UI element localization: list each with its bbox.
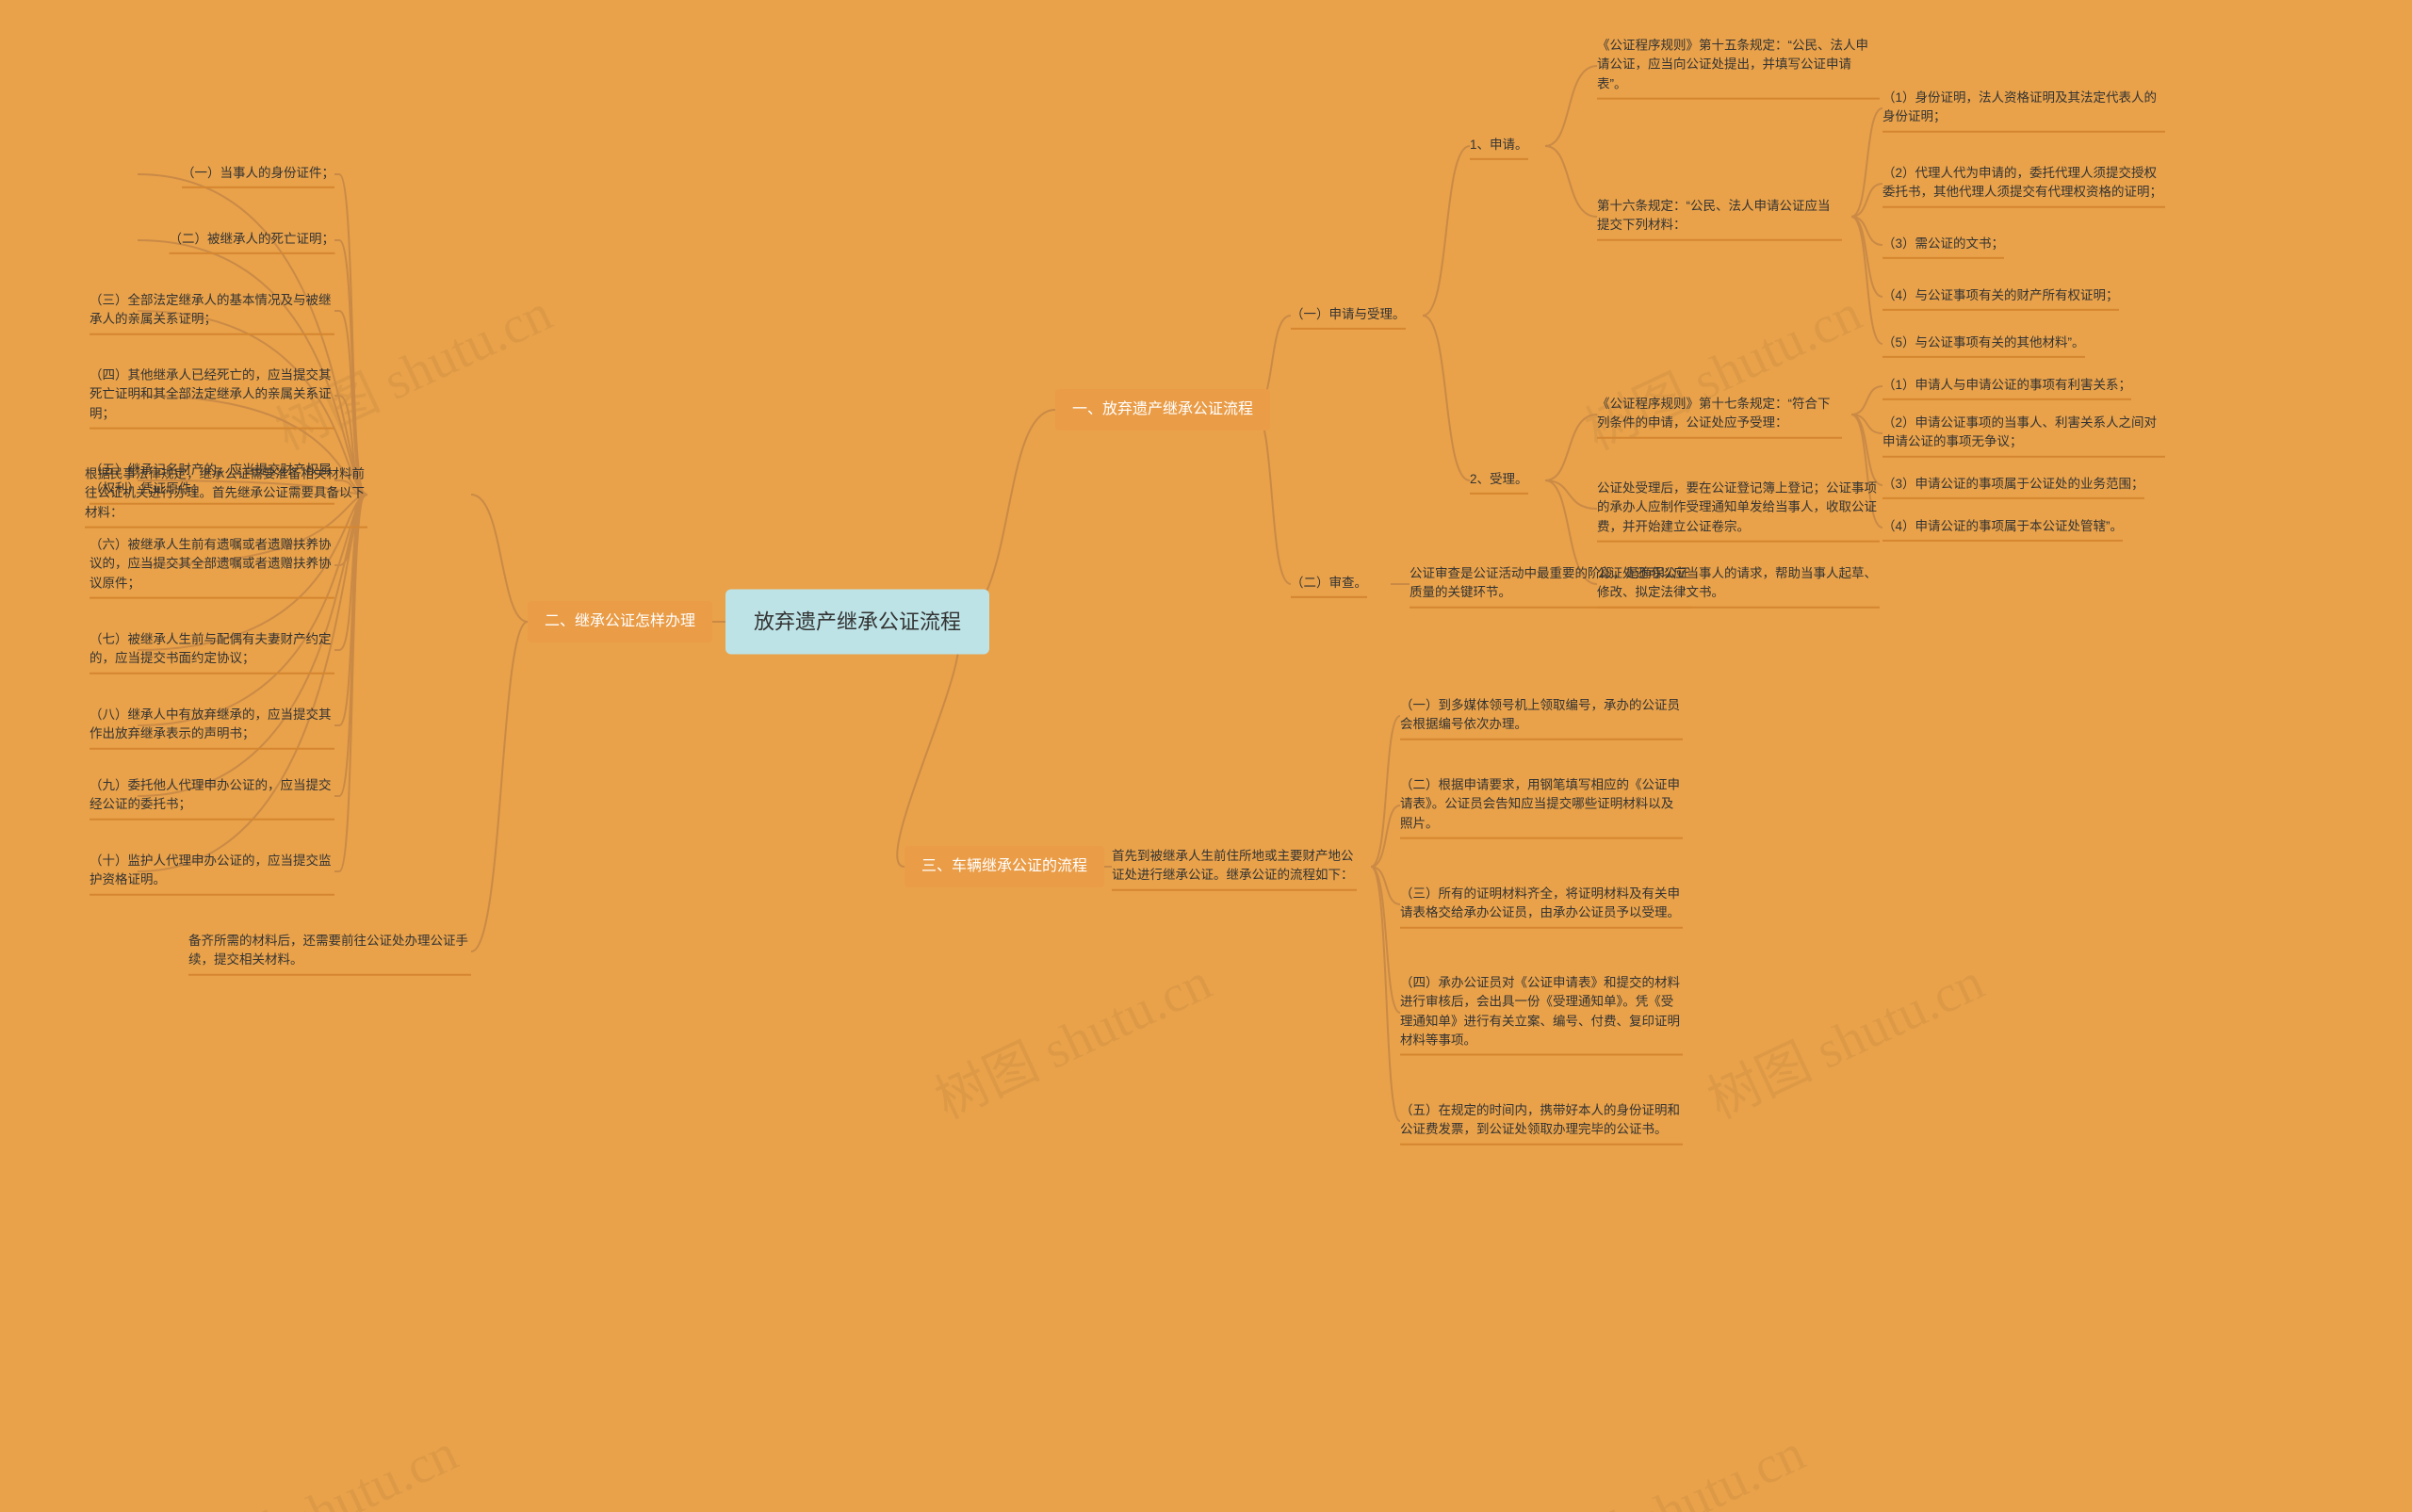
branch-two-outro: 备齐所需的材料后，还需要前往公证处办理公证手续，提交相关材料。 (188, 928, 471, 976)
branch-one-accept-rule17: 《公证程序规则》第十七条规定：“符合下列条件的申请，公证处应予受理： (1597, 391, 1842, 439)
branch-one-accept-cond: （1）申请人与申请公证的事项有利害关系； (1882, 372, 2131, 400)
branch-one-accept[interactable]: 2、受理。 (1470, 466, 1528, 495)
watermark: 树图 shutu.cn (1515, 1410, 1816, 1512)
branch-one-accept-help: 公证处还可以应当事人的请求，帮助当事人起草、修改、拟定法律文书。 (1597, 561, 1880, 609)
branch-three-item: （五）在规定的时间内，携带好本人的身份证明和公证费发票，到公证处领取办理完毕的公… (1400, 1097, 1683, 1146)
branch-one-apply[interactable]: 1、申请。 (1470, 132, 1528, 160)
watermark: 树图 shutu.cn (921, 939, 1222, 1133)
branch-one-sub-b-label: （二）审查。 (1291, 570, 1367, 598)
main-branch-two[interactable]: 二、继承公证怎样办理 (528, 601, 712, 642)
branch-one-accept-cond: （4）申请公证的事项属于本公证处管辖”。 (1882, 513, 2123, 542)
center-node[interactable]: 放弃遗产继承公证流程 (725, 590, 989, 655)
branch-two-item: （一）当事人的身份证件； (182, 160, 334, 188)
branch-one-sub-a[interactable]: （一）申请与受理。 (1291, 301, 1406, 330)
watermark: 树图 shutu.cn (1694, 939, 1995, 1133)
branch-one-sub-a-label: （一）申请与受理。 (1291, 301, 1406, 330)
main-branch-three-label: 三、车辆继承公证的流程 (904, 846, 1104, 887)
branch-two-item: （六）被继承人生前有遗嘱或者遗赠扶养协议的，应当提交其全部遗嘱或者遗赠扶养协议原… (90, 532, 334, 599)
branch-one-apply-mat: （2）代理人代为申请的，委托代理人须提交授权委托书，其他代理人须提交有代理权资格… (1882, 160, 2165, 208)
branch-one-apply-mat: （4）与公证事项有关的财产所有权证明； (1882, 283, 2119, 311)
branch-one-apply-mat: （5）与公证事项有关的其他材料”。 (1882, 330, 2085, 358)
main-branch-one-label: 一、放弃遗产继承公证流程 (1055, 389, 1270, 431)
branch-one-accept-after: 公证处受理后，要在公证登记簿上登记；公证事项的承办人应制作受理通知单发给当事人，… (1597, 476, 1880, 543)
branch-one-accept-cond: （2）申请公证事项的当事人、利害关系人之间对申请公证的事项无争议； (1882, 410, 2165, 458)
center-node-label: 放弃遗产继承公证流程 (725, 590, 989, 655)
branch-two-item: （二）被继承人的死亡证明； (170, 226, 335, 254)
main-branch-two-label: 二、继承公证怎样办理 (528, 601, 712, 642)
branch-one-apply-rule15: 《公证程序规则》第十五条规定：“公民、法人申请公证，应当向公证处提出，并填写公证… (1597, 33, 1880, 100)
branch-two-item: （三）全部法定继承人的基本情况及与被继承人的亲属关系证明； (90, 287, 334, 335)
watermark: 树图 shutu.cn (168, 1410, 468, 1512)
branch-two-item: （九）委托他人代理申办公证的，应当提交经公证的委托书； (90, 772, 334, 821)
branch-two-item: （七）被继承人生前与配偶有夫妻财产约定的，应当提交书面约定协议； (90, 626, 334, 675)
branch-two-item: （十）监护人代理申办公证的，应当提交监护资格证明。 (90, 848, 334, 896)
branch-one-apply-mat: （1）身份证明，法人资格证明及其法定代表人的身份证明； (1882, 85, 2165, 133)
branch-three-item: （一）到多媒体领号机上领取编号，承办的公证员会根据编号依次办理。 (1400, 692, 1683, 740)
branch-one-apply-rule16: 第十六条规定：“公民、法人申请公证应当提交下列材料： (1597, 193, 1842, 241)
main-branch-one[interactable]: 一、放弃遗产继承公证流程 (1055, 389, 1270, 431)
branch-one-accept-cond: （3）申请公证的事项属于公证处的业务范围； (1882, 471, 2144, 499)
branch-three-item: （三）所有的证明材料齐全，将证明材料及有关申请表格交给承办公证员，由承办公证员予… (1400, 881, 1683, 929)
branch-three-intro: 首先到被继承人生前住所地或主要财产地公证处进行继承公证。继承公证的流程如下： (1112, 843, 1357, 891)
branch-two-item: （五）继承记名财产的，应当提交财产权属（权利）凭证原件； (90, 457, 334, 505)
mindmap-edges (0, 0, 2412, 1512)
branch-three-item: （二）根据申请要求，用钢笔填写相应的《公证申请表》。公证员会告知应当提交哪些证明… (1400, 772, 1683, 839)
branch-one-apply-mat: （3）需公证的文书； (1882, 231, 2004, 259)
main-branch-three[interactable]: 三、车辆继承公证的流程 (904, 846, 1104, 887)
branch-three-item: （四）承办公证员对《公证申请表》和提交的材料进行审核后，会出具一份《受理通知单》… (1400, 970, 1683, 1056)
branch-two-item: （四）其他继承人已经死亡的，应当提交其死亡证明和其全部法定继承人的亲属关系证明； (90, 363, 334, 430)
branch-one-sub-b[interactable]: （二）审查。 (1291, 570, 1367, 598)
branch-two-item: （八）继承人中有放弃继承的，应当提交其作出放弃继承表示的声明书； (90, 702, 334, 750)
